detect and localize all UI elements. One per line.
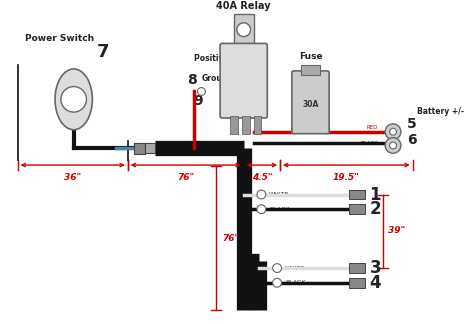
Text: 76": 76" xyxy=(177,173,194,182)
Text: 30A: 30A xyxy=(302,100,319,109)
Ellipse shape xyxy=(55,69,92,130)
Circle shape xyxy=(390,142,396,149)
Text: 76": 76" xyxy=(222,234,239,243)
Bar xyxy=(349,278,365,288)
Circle shape xyxy=(61,87,86,112)
Text: WHITE: WHITE xyxy=(269,192,290,197)
Text: Power Switch: Power Switch xyxy=(25,34,94,43)
Bar xyxy=(230,116,238,134)
Circle shape xyxy=(257,205,266,214)
Circle shape xyxy=(198,87,205,96)
Text: BLACK: BLACK xyxy=(285,280,305,285)
Circle shape xyxy=(385,138,401,153)
Text: RED: RED xyxy=(367,125,378,130)
Text: Ground: Ground xyxy=(201,74,233,83)
Text: BLACK: BLACK xyxy=(269,207,290,212)
Text: 39": 39" xyxy=(388,226,405,235)
Circle shape xyxy=(385,124,401,140)
Bar xyxy=(134,143,146,154)
Text: 40A Relay: 40A Relay xyxy=(216,1,271,11)
Text: 8: 8 xyxy=(187,73,196,87)
Text: Battery +/-: Battery +/- xyxy=(417,107,464,116)
Circle shape xyxy=(273,264,282,272)
Text: 19.5": 19.5" xyxy=(333,173,360,182)
Text: 5: 5 xyxy=(407,117,417,131)
Text: 4.5": 4.5" xyxy=(252,173,272,182)
Bar xyxy=(146,144,155,153)
Text: 1: 1 xyxy=(369,186,381,203)
Bar xyxy=(234,14,254,45)
Bar xyxy=(349,263,365,273)
Text: 36": 36" xyxy=(64,173,82,182)
Circle shape xyxy=(237,23,251,37)
Text: 9: 9 xyxy=(193,94,203,109)
Bar xyxy=(349,190,365,199)
Circle shape xyxy=(257,190,266,199)
Text: WHITE: WHITE xyxy=(285,266,305,271)
Text: Positive (trigger): Positive (trigger) xyxy=(193,54,268,63)
Text: BLACK: BLACK xyxy=(361,141,378,146)
Bar xyxy=(349,204,365,214)
Circle shape xyxy=(273,278,282,287)
Bar xyxy=(301,65,320,75)
FancyBboxPatch shape xyxy=(292,71,329,134)
Circle shape xyxy=(390,128,396,135)
Text: 4: 4 xyxy=(369,274,381,292)
Text: 3: 3 xyxy=(369,259,381,277)
Text: 6: 6 xyxy=(407,133,417,146)
Bar xyxy=(254,116,261,134)
Text: 2: 2 xyxy=(369,200,381,218)
FancyBboxPatch shape xyxy=(220,43,267,118)
Bar xyxy=(242,116,250,134)
Text: Fuse: Fuse xyxy=(299,52,322,61)
Text: 7: 7 xyxy=(96,43,109,62)
